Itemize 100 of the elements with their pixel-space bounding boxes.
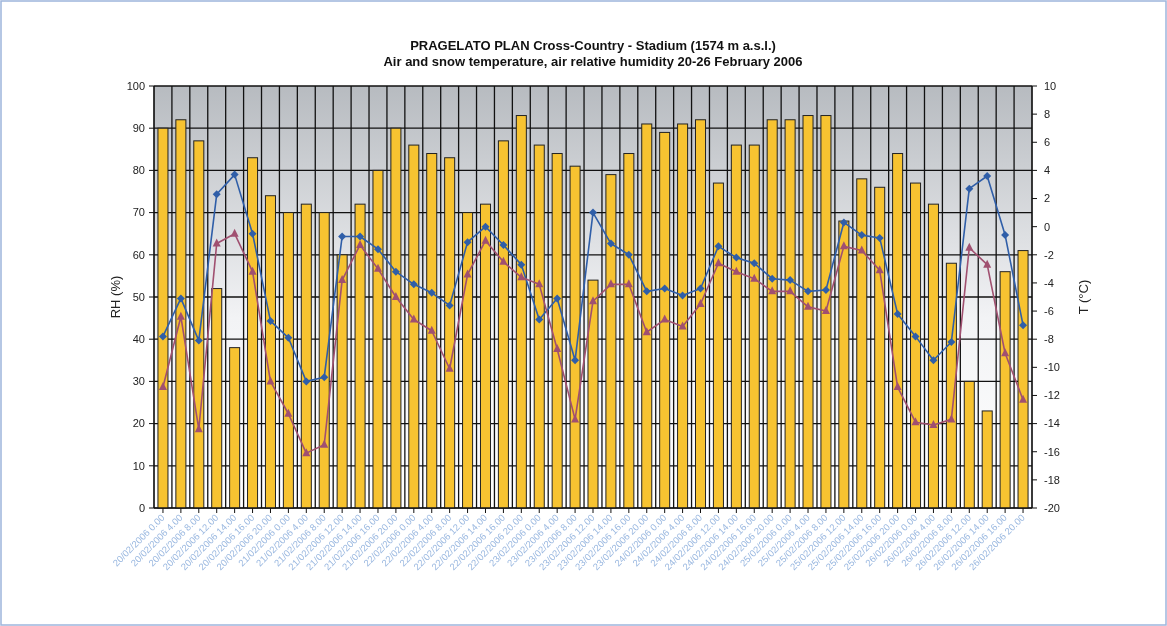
bar	[479, 203, 492, 509]
bar	[766, 119, 778, 509]
point	[427, 325, 436, 334]
bar	[264, 195, 276, 509]
point	[589, 296, 597, 305]
point	[839, 218, 848, 227]
bar	[462, 212, 474, 509]
bar	[784, 119, 796, 509]
point	[158, 382, 167, 391]
y-tick-label: 50	[132, 290, 145, 303]
point	[589, 208, 597, 217]
point	[481, 222, 490, 231]
y-tick-label: 40	[132, 333, 145, 346]
point	[750, 259, 759, 268]
bar	[336, 254, 348, 509]
bar	[927, 203, 939, 509]
y-tick-label: 30	[132, 375, 145, 388]
y-tick-label: 80	[132, 164, 145, 177]
point	[517, 260, 526, 269]
point	[678, 321, 687, 330]
y-tick-label: 70	[132, 206, 145, 219]
point	[481, 235, 490, 244]
point	[391, 267, 400, 276]
bar	[659, 131, 671, 509]
y2-tick-label: 6	[1044, 136, 1051, 149]
y-tick-label: 0	[138, 501, 145, 514]
point	[373, 245, 382, 254]
bar	[533, 144, 545, 509]
bar	[444, 157, 456, 509]
point	[947, 338, 956, 347]
point	[320, 439, 329, 448]
point	[821, 306, 830, 315]
point	[373, 263, 382, 272]
bar	[551, 153, 563, 509]
bar	[229, 347, 241, 509]
y-tick-label: 10	[132, 459, 145, 472]
bar	[247, 157, 259, 509]
point	[445, 363, 454, 372]
bar	[838, 220, 850, 509]
point	[714, 242, 723, 251]
y2-tick-label: 0	[1044, 220, 1051, 233]
point	[624, 250, 633, 259]
bar	[408, 144, 420, 509]
point	[248, 229, 257, 238]
bar	[694, 119, 707, 509]
bar	[426, 153, 438, 509]
point	[965, 242, 974, 251]
point	[212, 190, 221, 199]
point	[911, 417, 920, 426]
bar	[677, 123, 689, 509]
bar	[981, 410, 993, 509]
point	[857, 231, 866, 240]
point	[212, 238, 221, 247]
bar	[497, 140, 509, 509]
point	[786, 276, 795, 285]
point	[893, 382, 902, 391]
bar	[892, 153, 904, 509]
point	[356, 239, 365, 248]
y2-tick-label: 4	[1044, 164, 1051, 177]
point	[1019, 321, 1028, 330]
point	[427, 288, 436, 297]
bar	[211, 288, 223, 509]
point	[194, 336, 203, 345]
bar	[193, 140, 205, 509]
point	[266, 376, 275, 385]
point	[696, 284, 705, 293]
point	[696, 299, 705, 308]
point	[714, 258, 723, 267]
point	[391, 292, 400, 300]
bar	[820, 115, 832, 509]
point	[750, 273, 759, 282]
bar	[874, 186, 886, 509]
bar	[300, 203, 312, 509]
point	[929, 356, 938, 365]
y2-tick-label: -4	[1044, 276, 1054, 289]
y2-tick-label: 10	[1044, 79, 1057, 92]
point	[499, 256, 508, 265]
bar	[748, 144, 760, 509]
point	[857, 245, 866, 254]
y2-tick-label: 2	[1044, 192, 1051, 205]
point	[821, 285, 830, 294]
point	[284, 408, 293, 417]
point	[642, 287, 651, 296]
bar	[605, 174, 617, 509]
y2-axis-title: T (°C)	[1076, 279, 1091, 315]
point	[499, 240, 508, 249]
y2-tick-label: -10	[1044, 361, 1060, 374]
point	[983, 172, 992, 181]
point	[356, 232, 365, 241]
bar	[390, 127, 402, 509]
y2-tick-label: -8	[1044, 333, 1054, 346]
point	[929, 420, 938, 429]
y2-tick-label: -6	[1044, 304, 1054, 317]
point	[230, 228, 239, 237]
point	[1019, 394, 1028, 403]
y2-tick-label: -16	[1044, 445, 1060, 458]
point	[445, 301, 454, 310]
y-tick-label: 20	[132, 417, 145, 430]
bar	[641, 123, 653, 509]
point	[553, 344, 562, 353]
